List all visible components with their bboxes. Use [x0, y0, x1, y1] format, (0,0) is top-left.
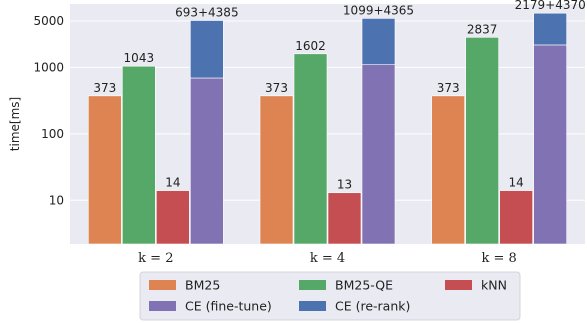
bar-knn	[327, 192, 362, 245]
bar-knn	[156, 190, 190, 245]
legend-swatch	[149, 301, 176, 311]
legend: BM25 BM25-QE kNN CE (fine-tune) CE (re-rank)	[139, 271, 521, 321]
grid-lines	[70, 20, 585, 201]
bar-bm25-qe	[465, 37, 499, 245]
data-label: 2837	[467, 22, 498, 36]
data-label: 1602	[295, 39, 326, 53]
legend-swatch	[445, 280, 472, 290]
bar-ce-re-rank-	[533, 12, 567, 46]
x-tick-label: k = 4	[310, 251, 345, 266]
legend-swatch	[149, 280, 176, 290]
legend-box	[139, 271, 521, 321]
data-label: 1043	[124, 51, 155, 65]
stack-label: 1099+4365	[343, 3, 414, 17]
legend-label: BM25	[185, 278, 220, 293]
x-axis-ticks: k = 2 k = 4 k = 8	[138, 251, 517, 266]
y-axis-label: time[ms]	[8, 97, 22, 151]
bar-bm25	[259, 95, 294, 245]
bar-knn	[499, 190, 533, 245]
bar-ce-re-rank-	[361, 18, 396, 65]
bars: 373 1043 14 693+4385 373 1602 13 1099+4365 373 28…	[88, 0, 586, 245]
legend-label: CE (fine-tune)	[185, 299, 272, 314]
bar-ce-fine-tune-	[533, 44, 567, 245]
x-tick-label: k = 2	[138, 251, 173, 266]
stack-label: 2179+4370	[515, 0, 586, 12]
bar-bm25-qe	[293, 53, 328, 245]
legend-swatch	[299, 280, 326, 290]
data-label: 14	[165, 176, 180, 190]
y-tick-label: 10	[49, 193, 64, 207]
data-label: 14	[509, 176, 524, 190]
plot-background	[70, 4, 585, 244]
y-tick-label: 5000	[33, 14, 64, 28]
bar-ce-re-rank-	[190, 20, 224, 79]
data-label: 373	[437, 81, 460, 95]
y-tick-label: 100	[41, 127, 64, 141]
data-label: 373	[93, 81, 116, 95]
y-axis-ticks: 10 100 1000 5000	[33, 14, 64, 207]
data-label: 13	[337, 178, 352, 192]
x-tick-label: k = 8	[482, 251, 517, 266]
y-tick-label: 1000	[33, 60, 64, 74]
legend-label: kNN	[481, 278, 507, 293]
legend-label: CE (re-rank)	[335, 299, 410, 314]
bar-bm25	[88, 95, 122, 245]
bar-ce-fine-tune-	[361, 64, 396, 245]
stack-label: 693+4385	[175, 6, 239, 20]
bar-ce-fine-tune-	[190, 77, 224, 245]
bar-bm25	[431, 95, 465, 245]
bar-bm25-qe	[122, 65, 156, 245]
legend-label: BM25-QE	[335, 278, 393, 293]
legend-swatch	[299, 301, 326, 311]
data-label: 373	[265, 81, 288, 95]
